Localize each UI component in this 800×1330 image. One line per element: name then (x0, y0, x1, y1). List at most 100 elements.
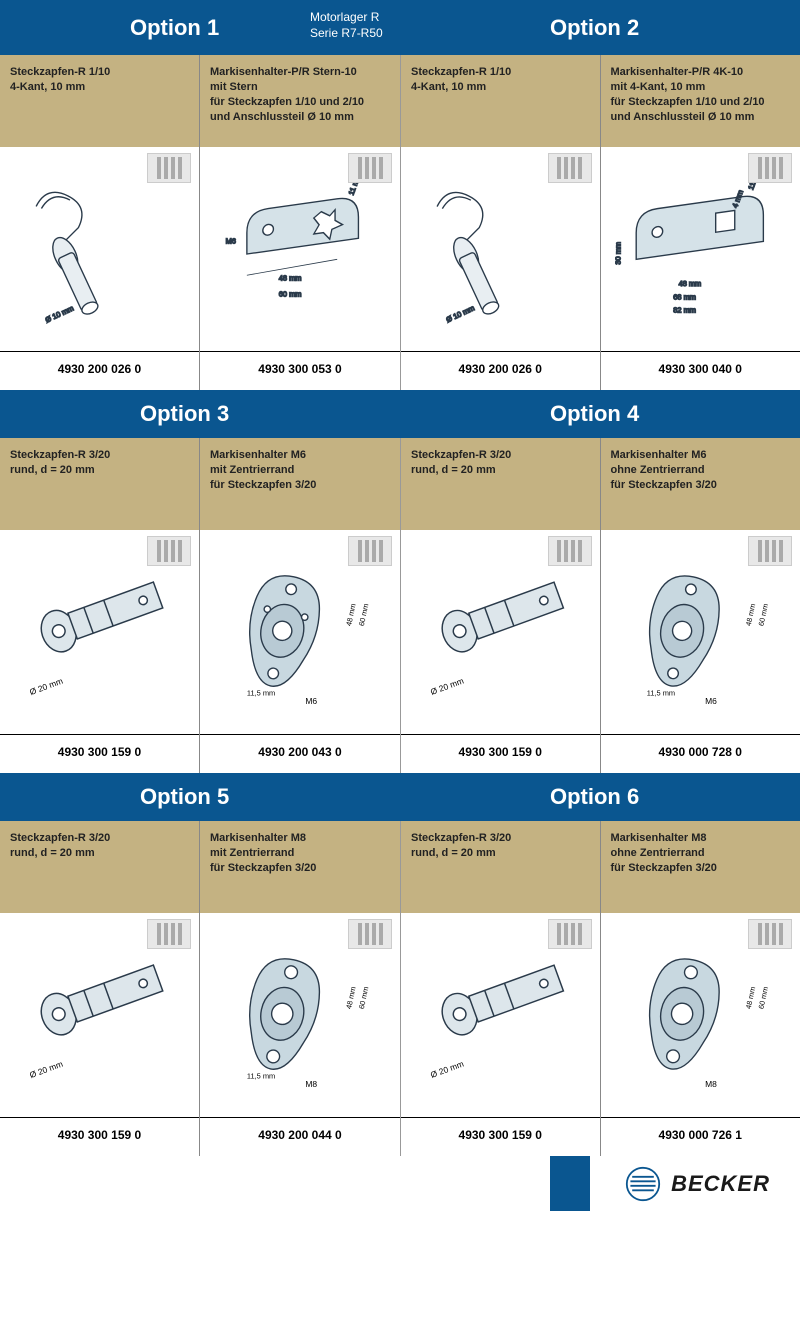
brand-logo: BECKER (625, 1166, 770, 1202)
part-drawing: Ø 10 mm (0, 147, 199, 351)
pin-round-drawing: Ø 20 mm (416, 545, 585, 718)
option-4-right-cell: Markisenhalter M6ohne Zentrierrandfür St… (601, 438, 800, 773)
becker-logo-icon (625, 1166, 661, 1202)
part-drawing: Ø 20 mm (401, 913, 600, 1117)
part-drawing: 48 mm 60 mm 11,5 mm M8 (200, 913, 400, 1117)
part-title: Steckzapfen-R 3/20rund, d = 20 mm (0, 438, 199, 530)
part-drawing: Ø 20 mm (401, 530, 600, 734)
product-series: Motorlager R Serie R7-R50 (310, 10, 383, 41)
pin-round-drawing: Ø 20 mm (416, 928, 585, 1101)
part-drawing: 48 mm 60 mm M6 11 mm (200, 147, 400, 351)
option-5-left-cell: Steckzapfen-R 3/20rund, d = 20 mm Ø 20 m… (0, 821, 200, 1156)
svg-text:48 mm: 48 mm (344, 603, 358, 627)
option1-title: Option 1 (130, 15, 219, 41)
part-drawing: 48 mm 60 mm 11,5 mm M6 (200, 530, 400, 734)
svg-text:M6: M6 (226, 237, 236, 246)
option-4-block: Steckzapfen-R 3/20rund, d = 20 mm Ø 20 m… (400, 438, 800, 773)
barcode-icon (147, 536, 191, 566)
barcode-icon (348, 919, 392, 949)
part-title: Markisenhalter M8ohne Zentrierrandfür St… (601, 821, 800, 913)
svg-text:82 mm: 82 mm (674, 306, 697, 315)
section-header-5-6: Option 5 Option 6 (0, 773, 800, 821)
option-2-block: Steckzapfen-R 1/104-Kant, 10 mm (400, 55, 800, 390)
option-5-right-cell: Markisenhalter M8mit Zentrierrandfür Ste… (200, 821, 400, 1156)
part-code: 4930 000 726 1 (601, 1117, 800, 1156)
svg-text:M8: M8 (706, 1079, 718, 1089)
option-3-right-cell: Markisenhalter M6mit Zentrierrandfür Ste… (200, 438, 400, 773)
svg-text:Ø 10 mm: Ø 10 mm (445, 304, 476, 325)
svg-text:11,5 mm: 11,5 mm (647, 689, 675, 698)
part-drawing: Ø 20 mm (0, 913, 199, 1117)
barcode-icon (147, 919, 191, 949)
option-1-left-cell: Steckzapfen-R 1/104-Kant, 10 mm (0, 55, 200, 390)
svg-text:Ø 10 mm: Ø 10 mm (44, 304, 75, 325)
part-drawing: 48 mm 60 mm M8 (601, 913, 800, 1117)
option-6-left-cell: Steckzapfen-R 3/20rund, d = 20 mm Ø 20 m… (401, 821, 601, 1156)
svg-text:Ø 20 mm: Ø 20 mm (28, 1059, 64, 1080)
option-3-block: Steckzapfen-R 3/20rund, d = 20 mm Ø 20 m… (0, 438, 400, 773)
subtitle-line1: Motorlager R (310, 10, 383, 26)
svg-text:60 mm: 60 mm (757, 986, 771, 1010)
svg-text:48 mm: 48 mm (279, 274, 302, 283)
barcode-icon (748, 536, 792, 566)
option3-title: Option 3 (140, 401, 229, 427)
option-6-right-cell: Markisenhalter M8ohne Zentrierrandfür St… (601, 821, 800, 1156)
svg-text:11,5 mm: 11,5 mm (247, 689, 275, 698)
part-drawing: 48 mm 60 mm 11,5 mm M6 (601, 530, 800, 734)
pin-round-drawing: Ø 20 mm (15, 928, 184, 1101)
svg-text:48 mm: 48 mm (679, 279, 702, 288)
svg-text:48 mm: 48 mm (744, 603, 758, 627)
svg-text:68 mm: 68 mm (674, 293, 697, 302)
part-drawing: 48 mm 68 mm 82 mm 30 mm 11 mm 4 mm (601, 147, 800, 351)
option-5-block: Steckzapfen-R 3/20rund, d = 20 mm Ø 20 m… (0, 821, 400, 1156)
barcode-icon (348, 153, 392, 183)
option-2-left-cell: Steckzapfen-R 1/104-Kant, 10 mm (401, 55, 601, 390)
part-title: Markisenhalter M6mit Zentrierrandfür Ste… (200, 438, 400, 530)
svg-text:Ø 20 mm: Ø 20 mm (429, 1059, 465, 1080)
part-code: 4930 200 044 0 (200, 1117, 400, 1156)
barcode-icon (548, 536, 592, 566)
option4-title: Option 4 (550, 401, 639, 427)
holder-m8-drawing: 48 mm 60 mm M8 (615, 928, 785, 1101)
svg-text:Ø 20 mm: Ø 20 mm (429, 676, 465, 697)
bracket-star-drawing: 48 mm 60 mm M6 11 mm (215, 162, 385, 335)
svg-text:M8: M8 (305, 1079, 317, 1089)
footer-accent (550, 1156, 590, 1211)
section-header-3-4: Option 3 Option 4 (0, 390, 800, 438)
svg-text:60 mm: 60 mm (757, 603, 771, 627)
option6-title: Option 6 (550, 784, 639, 810)
pin-round-drawing: Ø 20 mm (15, 545, 184, 718)
barcode-icon (748, 919, 792, 949)
part-code: 4930 300 159 0 (401, 1117, 600, 1156)
part-code: 4930 300 159 0 (401, 734, 600, 773)
part-code: 4930 200 043 0 (200, 734, 400, 773)
svg-text:48 mm: 48 mm (744, 986, 758, 1010)
brand-name: BECKER (671, 1171, 770, 1197)
bracket-square-drawing: 48 mm 68 mm 82 mm 30 mm 11 mm 4 mm (615, 162, 785, 335)
option-1-block: Steckzapfen-R 1/104-Kant, 10 mm (0, 55, 400, 390)
part-title: Markisenhalter-P/R Stern-10mit Sternfür … (200, 55, 400, 147)
part-code: 4930 200 026 0 (401, 351, 600, 390)
part-code: 4930 000 728 0 (601, 734, 800, 773)
barcode-icon (147, 153, 191, 183)
option-4-left-cell: Steckzapfen-R 3/20rund, d = 20 mm Ø 20 m… (401, 438, 601, 773)
option5-title: Option 5 (140, 784, 229, 810)
svg-text:60 mm: 60 mm (357, 986, 371, 1010)
option-2-right-cell: Markisenhalter-P/R 4K-10mit 4-Kant, 10 m… (601, 55, 800, 390)
barcode-icon (548, 919, 592, 949)
svg-text:Ø 20 mm: Ø 20 mm (28, 676, 64, 697)
pin-square-drawing: Ø 10 mm (416, 162, 585, 335)
svg-text:60 mm: 60 mm (357, 603, 371, 627)
svg-text:30 mm: 30 mm (615, 242, 622, 265)
part-drawing: Ø 10 mm (401, 147, 600, 351)
svg-text:M6: M6 (305, 696, 317, 706)
pin-square-drawing: Ø 10 mm (15, 162, 184, 335)
part-code: 4930 300 159 0 (0, 734, 199, 773)
holder-m6-drawing: 48 mm 60 mm 11,5 mm M6 (215, 545, 385, 718)
option-3-left-cell: Steckzapfen-R 3/20rund, d = 20 mm Ø 20 m… (0, 438, 200, 773)
part-title: Steckzapfen-R 1/104-Kant, 10 mm (0, 55, 199, 147)
top-header: Option 1 Motorlager R Serie R7-R50 Optio… (0, 0, 800, 55)
barcode-icon (748, 153, 792, 183)
part-code: 4930 200 026 0 (0, 351, 199, 390)
part-drawing: Ø 20 mm (0, 530, 199, 734)
